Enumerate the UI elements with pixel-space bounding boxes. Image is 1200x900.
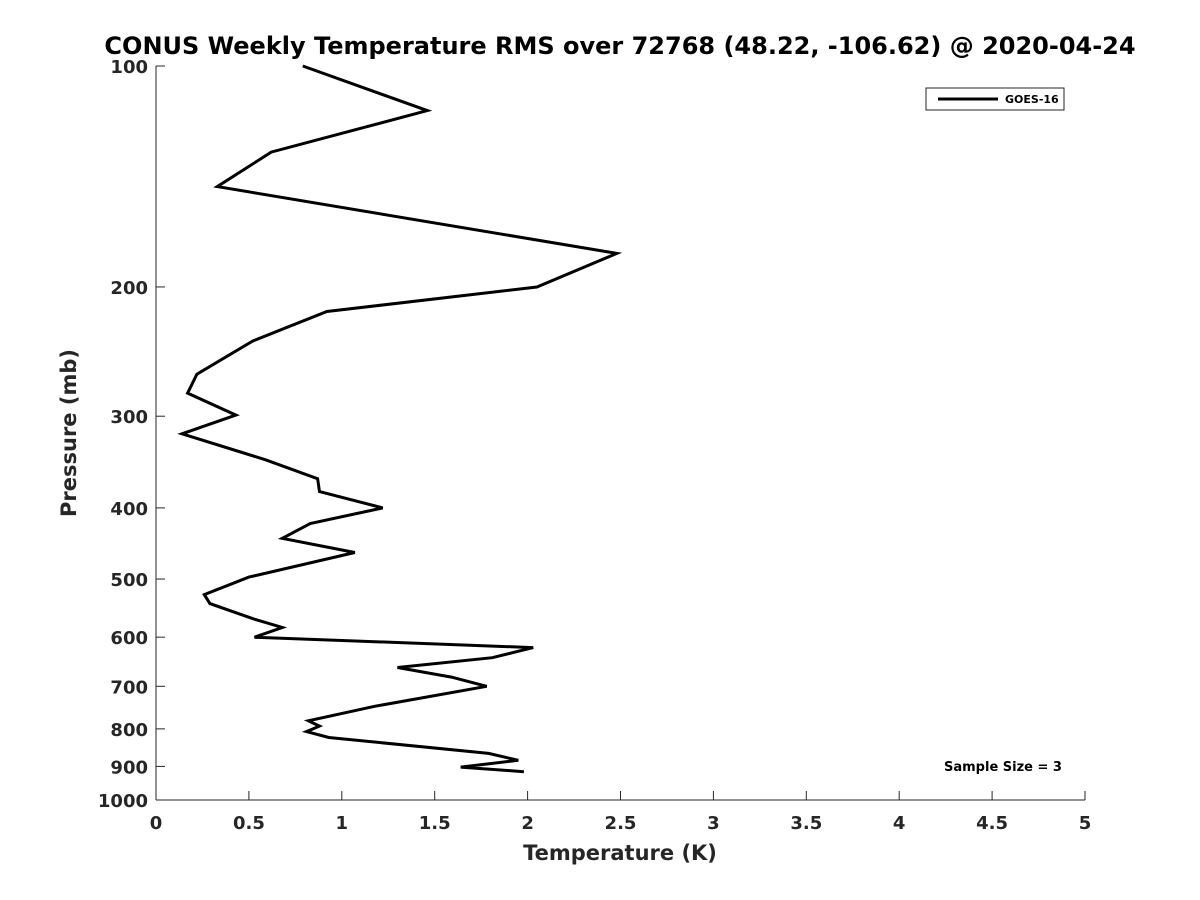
y-tick-label: 900 [110,757,148,778]
x-tick-label: 0.5 [233,813,265,834]
legend: GOES-16 [925,87,1065,111]
x-tick-label: 1.5 [419,813,451,834]
y-tick-label: 500 [110,570,148,591]
chart-title: CONUS Weekly Temperature RMS over 72768 … [104,32,1135,60]
y-axis-ticks: 100 200 300 400 500 600 700 800 900 1000 [98,57,165,812]
x-tick-label: 3.5 [790,813,822,834]
x-tick-label: 2 [521,813,534,834]
series-layer [177,64,623,774]
y-tick-label: 400 [110,499,148,520]
y-tick-label: 700 [110,677,148,698]
x-tick-label: 4 [893,813,906,834]
y-tick-label: 200 [110,278,148,299]
x-axis-label: Temperature (K) [523,841,717,865]
x-tick-label: 2.5 [605,813,637,834]
x-tick-label: 3 [707,813,720,834]
x-tick-label: 5 [1079,813,1092,834]
y-tick-label: 600 [110,628,148,649]
axes [155,66,1085,801]
y-tick-label: 300 [110,407,148,428]
legend-entry-goes-16: GOES-16 [1005,93,1059,106]
x-tick-label: 0 [150,813,163,834]
x-axis-ticks: 0 0.5 1 1.5 2 2.5 3 3.5 4 4.5 5 [150,791,1092,834]
y-axis-label: Pressure (mb) [57,349,81,517]
y-tick-label: 100 [110,57,148,78]
sample-size-annotation: Sample Size = 3 [944,760,1062,775]
series-line-goes-16 [177,64,623,774]
x-tick-label: 1 [336,813,349,834]
x-tick-label: 4.5 [976,813,1008,834]
y-tick-label: 1000 [98,791,148,812]
y-tick-label: 800 [110,720,148,741]
